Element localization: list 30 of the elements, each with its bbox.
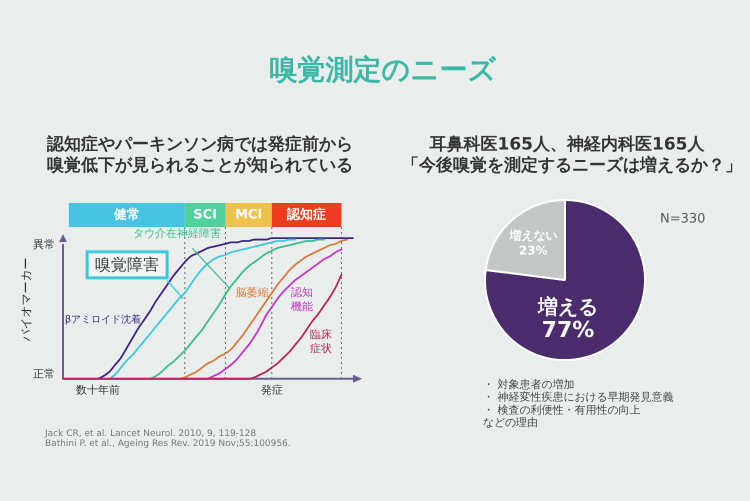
series-label: 認知機能 (290, 286, 313, 313)
y-axis-title: バイオマーカー (19, 257, 34, 342)
text: 認知症 (286, 206, 326, 222)
text: ・ 検査の利便性・有用性の向上 (483, 403, 640, 416)
series-label: βアミロイド沈着 (64, 313, 142, 326)
text: タウ介在神経障害 (132, 226, 221, 240)
slice-label: 増えない (508, 228, 558, 243)
text: 正常 (33, 368, 55, 381)
text: Jack CR, et al. Lancet Neurol. 2010, 9, 119-128 (44, 429, 256, 440)
text: SCI (193, 207, 217, 222)
chart-subtitle: 「今後嗅覚を測定するニーズは増えるか？」 (402, 154, 742, 176)
series-label: 脳萎縮 (236, 286, 269, 299)
text: 異常 (33, 238, 55, 252)
text: N=330 (660, 211, 706, 226)
text: などの理由 (483, 416, 538, 429)
text: ・ 対象患者の増加 (483, 378, 574, 391)
text: Bathini P. et al., Ageing Res Rev. 2019 Nov;55:100956. (45, 439, 291, 450)
series-label: 臨床症状 (310, 328, 332, 356)
text: ・ 神経変性疾患における早期発見意義 (483, 390, 674, 404)
chart-title: 耳鼻科医165人、神経内科医165人 (428, 134, 706, 154)
x-tick-label: 数十年前 (76, 383, 120, 396)
slice-label: 増える (537, 294, 598, 319)
data-label: 77% (542, 318, 594, 344)
series-label: 嗅覚障害 (95, 255, 160, 274)
text: 嗅覚測定のニーズ (270, 52, 496, 88)
x-tick-label: 発症 (260, 383, 283, 396)
chart-title: 認知症やパーキンソン病では発症前から嗅覚低下が見られることが知られている (46, 134, 353, 176)
text: MCI (234, 207, 262, 222)
text: 健常 (112, 207, 140, 222)
data-label: 23% (518, 244, 548, 258)
